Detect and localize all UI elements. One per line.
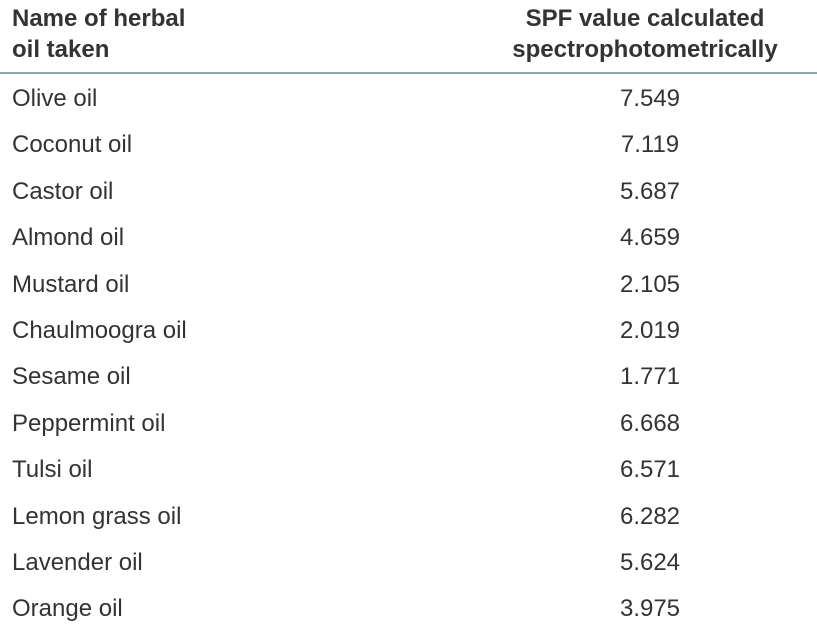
oil-name-cell: Coconut oil	[12, 131, 133, 159]
oil-name-cell: Olive oil	[12, 85, 98, 112]
table-row: Lavender oil 5.624	[0, 540, 817, 586]
spf-value-cell: 3.975	[619, 595, 681, 623]
table-header: Name of herbal oil taken SPF value calcu…	[0, 0, 817, 74]
spf-value-cell: 7.549	[619, 85, 681, 112]
spf-value-cell: 6.571	[619, 456, 681, 484]
table-row: Chaulmoogra oil 2.019	[0, 308, 817, 354]
header-oil-name: Name of herbal oil taken	[12, 3, 272, 65]
table-row: Olive oil 7.549	[0, 76, 817, 122]
table-row: Mustard oil 2.105	[0, 262, 817, 308]
spf-value-cell: 2.019	[619, 316, 681, 344]
table-row: Orange oil 3.975	[0, 586, 817, 632]
oil-name-cell: Peppermint oil	[12, 409, 166, 437]
table-body: Olive oil 7.549 Coconut oil 7.119 Castor…	[0, 76, 817, 633]
spf-value-cell: 6.282	[619, 502, 681, 530]
spf-value-cell: 6.668	[619, 409, 681, 437]
spf-value-cell: 4.659	[619, 224, 681, 252]
oil-name-cell: Mustard oil	[12, 270, 130, 298]
spf-value-cell: 5.687	[619, 177, 681, 205]
table-row: Castor oil 5.687	[0, 169, 817, 215]
spf-value-cell: 5.624	[619, 548, 681, 576]
oil-name-cell: Orange oil	[12, 595, 123, 623]
oil-name-cell: Sesame oil	[12, 363, 131, 391]
header-spf-value: SPF value calculated spectrophotometrica…	[480, 3, 810, 65]
spf-value-cell: 7.119	[620, 131, 680, 159]
spf-value-cell: 2.105	[619, 270, 681, 298]
header-spf-value-line1: SPF value calculated	[525, 5, 765, 32]
oil-name-cell: Lemon grass oil	[12, 502, 182, 530]
table-row: Peppermint oil 6.668	[0, 401, 817, 447]
table-row: Tulsi oil 6.571	[0, 447, 817, 493]
header-spf-value-line2: spectrophotometrically	[512, 36, 778, 63]
table-row: Lemon grass oil 6.282	[0, 494, 817, 540]
spf-value-cell: 1.771	[619, 363, 681, 391]
oil-name-cell: Tulsi oil	[12, 456, 93, 484]
oil-name-cell: Lavender oil	[12, 548, 143, 576]
oil-name-cell: Almond oil	[12, 224, 125, 252]
header-oil-name-line2: oil taken	[12, 36, 110, 63]
oil-name-cell: Castor oil	[12, 177, 114, 205]
header-oil-name-line1: Name of herbal	[12, 5, 186, 32]
table-row: Coconut oil 7.119	[0, 122, 817, 168]
oil-name-cell: Chaulmoogra oil	[12, 316, 187, 344]
table-row: Almond oil 4.659	[0, 215, 817, 261]
table-row: Sesame oil 1.771	[0, 354, 817, 400]
